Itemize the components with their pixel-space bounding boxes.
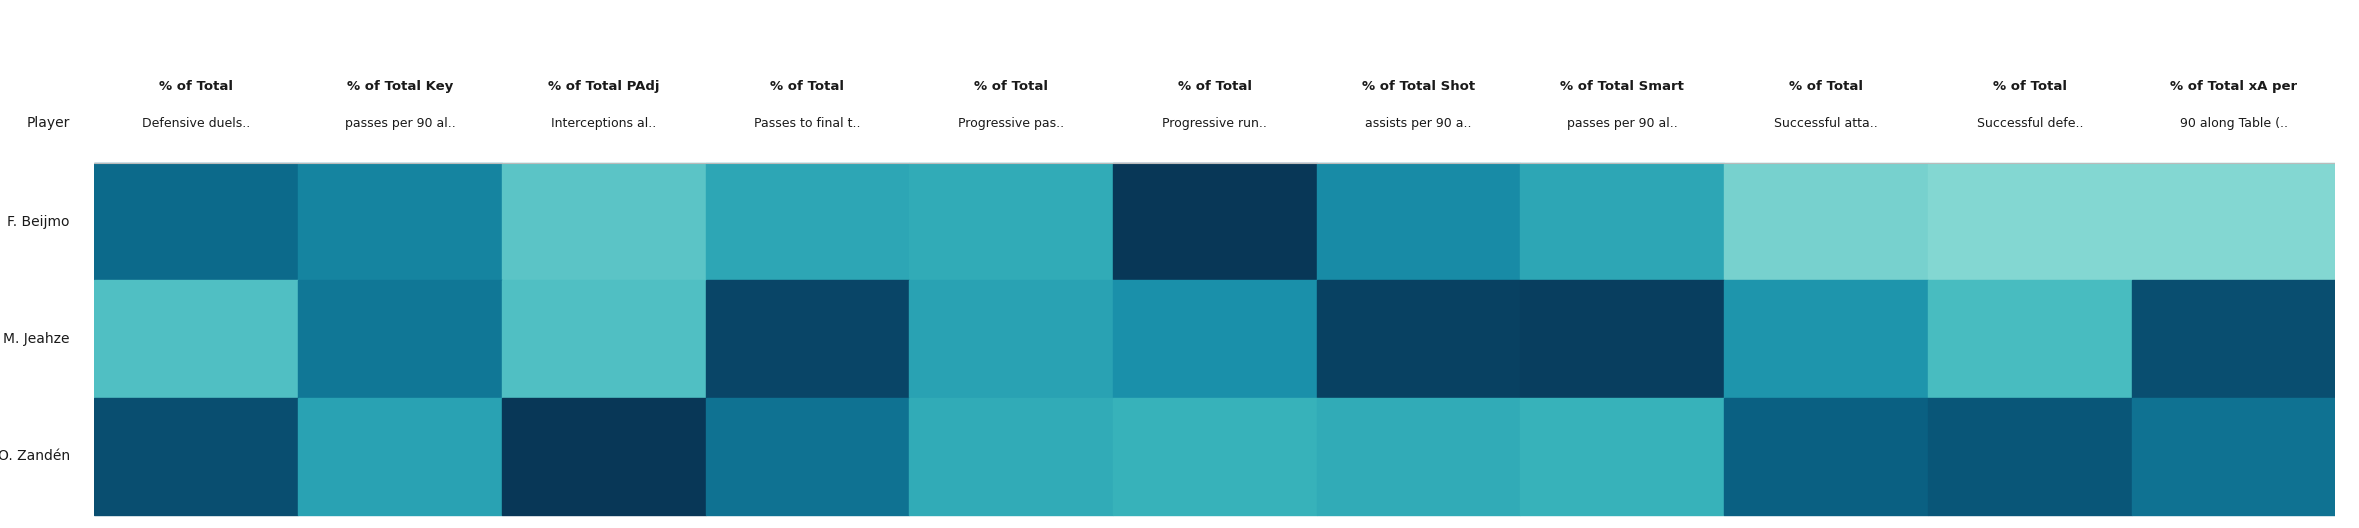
Text: Player: Player — [26, 116, 71, 130]
Text: Successful defe..: Successful defe.. — [1977, 117, 2083, 130]
Bar — [1522, 280, 1724, 398]
Bar — [1113, 280, 1316, 398]
Text: % of Total: % of Total — [974, 80, 1047, 93]
Text: % of Total: % of Total — [1788, 80, 1864, 93]
Bar — [94, 398, 297, 515]
Bar — [705, 280, 908, 398]
Bar — [297, 398, 502, 515]
Bar — [1724, 280, 1927, 398]
Bar — [1927, 398, 2133, 515]
Text: passes per 90 al..: passes per 90 al.. — [1566, 117, 1677, 130]
Bar — [1724, 163, 1927, 280]
Text: Defensive duels..: Defensive duels.. — [142, 117, 250, 130]
Text: M. Jeahze: M. Jeahze — [2, 332, 71, 346]
Text: % of Total: % of Total — [771, 80, 845, 93]
Text: % of Total Key: % of Total Key — [347, 80, 453, 93]
Bar — [705, 163, 908, 280]
Bar — [94, 280, 297, 398]
Bar — [1316, 163, 1522, 280]
Text: assists per 90 a..: assists per 90 a.. — [1366, 117, 1472, 130]
Bar — [502, 163, 705, 280]
Bar — [297, 163, 502, 280]
Bar — [1927, 280, 2133, 398]
Bar — [94, 163, 297, 280]
Bar — [1113, 163, 1316, 280]
Bar — [908, 398, 1113, 515]
Bar — [1927, 163, 2133, 280]
Bar — [1316, 280, 1522, 398]
Bar — [502, 280, 705, 398]
Bar — [908, 163, 1113, 280]
Text: % of Total PAdj: % of Total PAdj — [547, 80, 661, 93]
Bar — [297, 280, 502, 398]
Text: % of Total: % of Total — [1177, 80, 1253, 93]
Bar — [2133, 398, 2335, 515]
Text: % of Total xA per: % of Total xA per — [2170, 80, 2298, 93]
Bar — [1522, 398, 1724, 515]
Text: passes per 90 al..: passes per 90 al.. — [344, 117, 455, 130]
Text: % of Total: % of Total — [1993, 80, 2066, 93]
Text: O. Zandén: O. Zandén — [0, 449, 71, 464]
Text: Progressive run..: Progressive run.. — [1163, 117, 1267, 130]
Bar — [2133, 163, 2335, 280]
Bar — [1522, 163, 1724, 280]
Text: F. Beijmo: F. Beijmo — [7, 215, 71, 229]
Text: Passes to final t..: Passes to final t.. — [755, 117, 861, 130]
Bar — [502, 398, 705, 515]
Text: Successful atta..: Successful atta.. — [1774, 117, 1878, 130]
Bar — [1113, 398, 1316, 515]
Bar — [1724, 398, 1927, 515]
Bar — [1316, 398, 1522, 515]
Text: % of Total: % of Total — [158, 80, 234, 93]
Text: Interceptions al..: Interceptions al.. — [552, 117, 656, 130]
Text: Progressive pas..: Progressive pas.. — [958, 117, 1064, 130]
Bar — [705, 398, 908, 515]
Bar — [908, 280, 1113, 398]
Bar — [2133, 280, 2335, 398]
Text: % of Total Smart: % of Total Smart — [1559, 80, 1684, 93]
Text: % of Total Shot: % of Total Shot — [1361, 80, 1474, 93]
Text: 90 along Table (..: 90 along Table (.. — [2180, 117, 2288, 130]
